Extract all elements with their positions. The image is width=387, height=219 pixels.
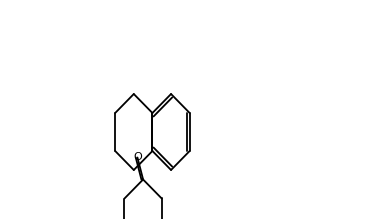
Text: O: O bbox=[133, 152, 142, 162]
